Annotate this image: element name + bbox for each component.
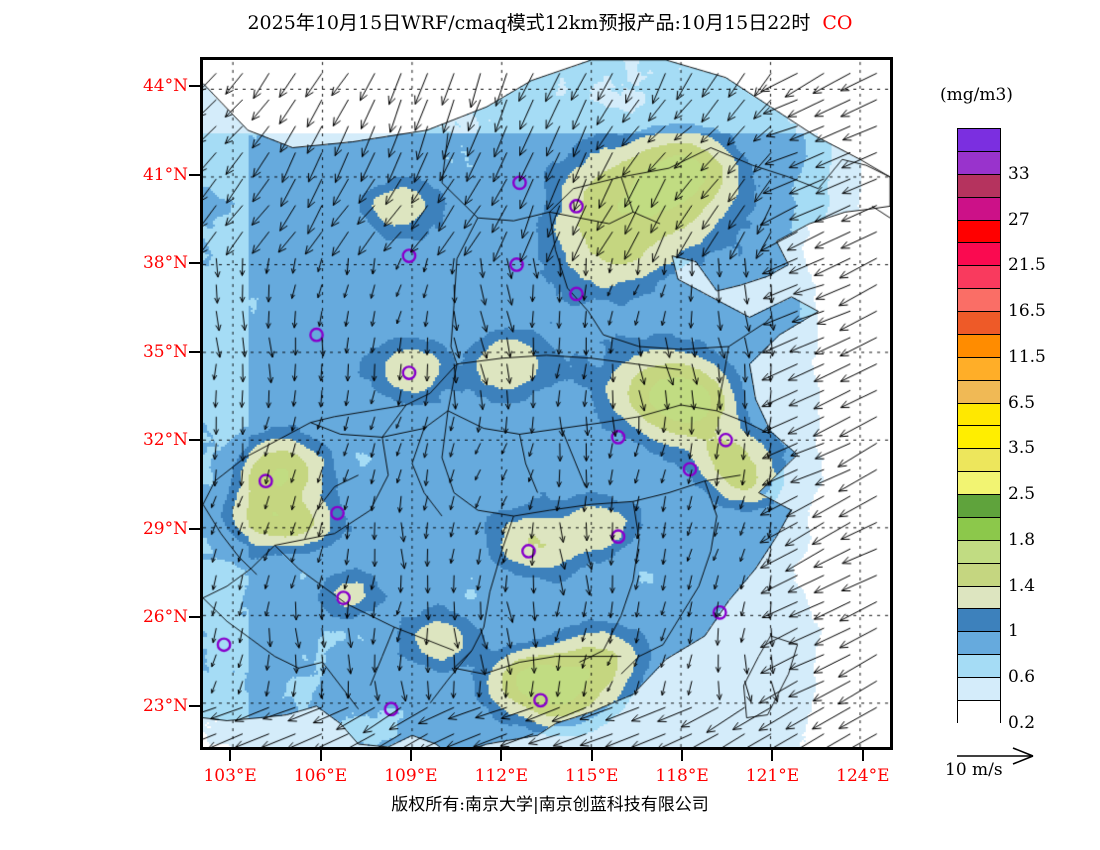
y-axis-label: 38°N [142, 253, 188, 274]
colorbar-units-label: (mg/m3) [940, 85, 1013, 105]
colorbar-tick-label: 1.4 [1008, 575, 1036, 596]
x-axis-tick [409, 750, 412, 761]
colorbar-tick-label: 33 [1008, 163, 1030, 184]
colorbar-swatch[interactable] [958, 312, 1000, 335]
colorbar-swatch[interactable] [958, 197, 1000, 221]
wind-scale-label: 10 m/s [945, 760, 1003, 780]
wind-scale-arrow-icon [957, 747, 1034, 765]
colorbar-swatch[interactable] [958, 700, 1000, 724]
title-main-text: 2025年10月15日WRF/cmaq模式12km预报产品:10月15日22时 [247, 12, 811, 34]
colorbar-tick-label: 6.5 [1008, 392, 1036, 413]
colorbar-swatch[interactable] [958, 403, 1000, 427]
y-axis-tick [189, 439, 200, 442]
colorbar-swatch[interactable] [958, 380, 1000, 404]
colorbar-swatch[interactable] [958, 426, 1000, 450]
x-axis-label: 106°E [293, 766, 348, 786]
colorbar-swatch[interactable] [958, 678, 1000, 701]
colorbar-tick-label: 16.5 [1008, 301, 1046, 322]
colorbar-swatch[interactable] [958, 174, 1000, 198]
y-axis-label: 41°N [142, 164, 188, 185]
colorbar-swatch[interactable] [958, 129, 1000, 152]
colorbar-tick-labels: 33 27 21.5 16.5 11.5 6.5 3.5 2.5 1.8 1.4 1 0.6 0.2 [1008, 128, 1098, 733]
colorbar-swatch[interactable] [958, 632, 1000, 656]
x-axis-label: 118°E [655, 766, 709, 786]
y-axis-label: 44°N [142, 76, 188, 97]
colorbar-tick-label: 11.5 [1008, 346, 1046, 367]
y-axis-label: 29°N [142, 518, 188, 539]
x-axis-label: 121°E [745, 766, 800, 786]
colorbar-swatch[interactable] [958, 289, 1000, 312]
colorbar-tick-label: 1.8 [1008, 529, 1036, 550]
colorbar-swatch[interactable] [958, 655, 1000, 678]
colorbar-swatch[interactable] [958, 540, 1000, 564]
colorbar-tick-label: 0.6 [1008, 667, 1036, 688]
y-axis-tick [189, 350, 200, 353]
y-axis-label: 35°N [142, 341, 188, 362]
colorbar-swatch[interactable] [958, 449, 1000, 473]
chart-title: 2025年10月15日WRF/cmaq模式12km预报产品:10月15日22时 C… [0, 8, 1100, 35]
y-axis-label: 23°N [142, 695, 188, 716]
colorbar-swatch[interactable] [958, 220, 1000, 244]
y-axis-tick [189, 173, 200, 176]
x-axis-label: 112°E [474, 766, 528, 786]
x-axis-tick [590, 750, 593, 761]
x-axis-tick [500, 750, 503, 761]
colorbar-swatch[interactable] [958, 609, 1000, 633]
concentration-map-canvas [203, 60, 890, 747]
y-axis-tick [189, 85, 200, 88]
colorbar-tick-label: 27 [1008, 209, 1030, 230]
x-axis-label: 124°E [836, 766, 890, 786]
copyright-footer: 版权所有:南京大学|南京创蓝科技有限公司 [391, 795, 709, 815]
colorbar-tick-label: 1 [1008, 621, 1019, 642]
y-axis-label: 26°N [142, 607, 188, 628]
title-species-label: CO [822, 12, 853, 34]
x-axis-tick [229, 750, 232, 761]
y-axis-label: 32°N [142, 430, 188, 451]
y-axis-tick [189, 527, 200, 530]
colorbar-swatch[interactable] [958, 151, 1000, 175]
colorbar-swatch[interactable] [958, 563, 1000, 587]
x-axis-label: 115°E [565, 766, 619, 786]
x-axis-tick [771, 750, 774, 761]
colorbar-tick-label: 2.5 [1008, 484, 1036, 505]
x-axis-label: 109°E [384, 766, 438, 786]
y-axis-tick [189, 704, 200, 707]
map-plot-area[interactable] [200, 57, 893, 750]
colorbar-swatch[interactable] [958, 334, 1000, 358]
x-axis-tick [319, 750, 322, 761]
colorbar-swatch[interactable] [958, 517, 1000, 541]
colorbar-swatch[interactable] [958, 243, 1000, 267]
x-axis-tick [681, 750, 684, 761]
x-axis-label: 103°E [203, 766, 257, 786]
colorbar-swatch[interactable] [958, 472, 1000, 495]
y-axis-tick [189, 616, 200, 619]
x-axis-tick [861, 750, 864, 761]
y-axis-tick [189, 262, 200, 265]
colorbar-tick-label: 21.5 [1008, 255, 1046, 276]
colorbar-swatch[interactable] [958, 586, 1000, 610]
colorbar-swatch[interactable] [958, 266, 1000, 290]
colorbar-swatch[interactable] [958, 357, 1000, 381]
colorbar-tick-label: 0.2 [1008, 713, 1036, 733]
colorbar-swatch[interactable] [958, 495, 1000, 518]
colorbar-tick-label: 3.5 [1008, 438, 1036, 459]
colorbar[interactable] [957, 128, 1001, 724]
